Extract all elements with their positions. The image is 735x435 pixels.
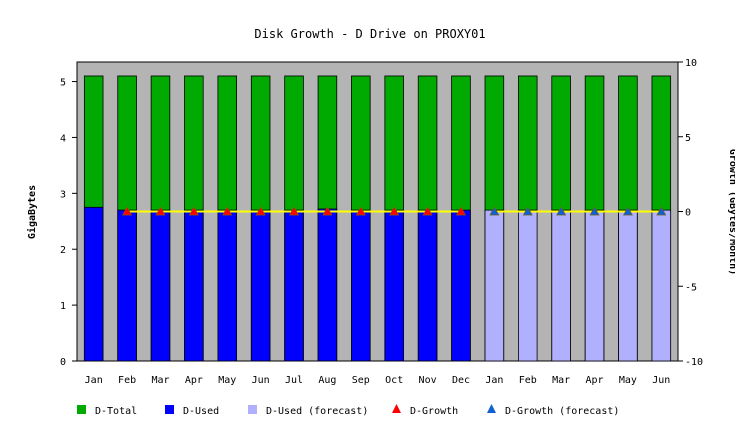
growth-marker [422,206,433,216]
bar-used [284,209,304,362]
growth-marker [289,206,300,216]
x-tick-label: Feb [519,375,537,386]
x-tick-label: Jan [485,375,503,386]
bar-used-forecast [551,209,571,362]
bar-used-forecast [518,209,538,362]
x-tick-label: Jun [652,375,670,386]
growth-marker [322,206,333,216]
growth-forecast-marker [622,206,633,216]
chart-title: Disk Growth - D Drive on PROXY01 [254,27,485,41]
bar-used [150,209,171,362]
growth-marker [255,206,266,216]
x-tick-label: Feb [118,375,136,386]
x-tick-label: Mar [552,375,570,386]
bars-group [83,75,672,362]
growth-forecast-marker [556,206,567,216]
x-tick-label: Mar [151,375,169,386]
bar-used [117,209,137,362]
x-axis-labels: Jan Feb Mar Apr May Jun Jul Aug Sep Oct Nov Dec Jan F… [85,375,671,386]
y-tick-label: 3 [60,189,66,200]
growth-marker [155,206,166,216]
y-tick-label: 4 [60,133,66,144]
x-tick-label: Jun [252,375,270,386]
x-tick-label: Sep [352,375,370,386]
legend-triangle [487,404,496,413]
left-axis: 0 1 2 3 4 5 [60,78,77,368]
bar-used [184,209,204,362]
x-tick-label: May [619,375,637,386]
growth-marker [355,206,366,216]
bar-used [351,209,371,362]
legend-triangle [392,404,401,413]
bar-used [250,209,271,362]
x-tick-label: Apr [585,375,603,386]
y2-tick-label: 10 [685,58,697,69]
y-axis-title: GigaBytes [26,185,38,239]
bar-used-forecast [484,209,505,362]
growth-marker [455,206,466,216]
bar-used [217,209,237,362]
growth-lines-group [122,206,667,216]
legend-label: D-Total [95,406,137,417]
bar-used-forecast [651,209,672,362]
x-tick-label: Apr [185,375,203,386]
legend-swatch [77,405,86,414]
growth-marker [122,206,133,216]
growth-marker [222,206,233,216]
x-tick-label: May [218,375,236,386]
growth-forecast-marker [589,206,600,216]
y2-tick-label: 0 [685,208,691,219]
legend-swatch [165,405,174,414]
bar-used [417,209,438,362]
bar-used [83,206,104,362]
y2-tick-label: -5 [685,282,697,293]
growth-forecast-marker [489,206,500,216]
legend-swatch [248,405,257,414]
growth-forecast-marker [522,206,533,216]
legend-label: D-Growth [410,406,458,417]
legend-label: D-Used [183,406,219,417]
y-tick-label: 1 [60,301,66,312]
growth-marker [188,206,199,216]
x-tick-label: Aug [318,375,336,386]
x-tick-label: Oct [385,375,403,386]
y2-axis-title: Growth (GBytes/Month) [727,149,735,275]
bar-used [384,209,404,362]
y-tick-label: 0 [60,357,66,368]
y2-tick-label: 5 [685,133,691,144]
x-tick-label: Dec [452,375,470,386]
growth-marker [389,206,400,216]
y2-tick-label: -10 [685,357,703,368]
bar-used [451,209,471,362]
y-tick-label: 2 [60,245,66,256]
x-tick-label: Jan [85,375,103,386]
legend-label: D-Growth (forecast) [505,406,619,417]
bar-used-forecast [584,209,605,362]
legend: D-Total D-Used D-Used (forecast) D-Growth D-… [77,404,619,417]
bar-used-forecast [618,209,638,362]
legend-label: D-Used (forecast) [266,406,368,417]
growth-forecast-marker [656,206,667,216]
bar-used [317,208,338,362]
x-tick-label: Jul [285,375,303,386]
right-axis: -10 -5 0 5 10 [678,58,703,368]
y-tick-label: 5 [60,78,66,89]
x-tick-label: Nov [419,375,437,386]
